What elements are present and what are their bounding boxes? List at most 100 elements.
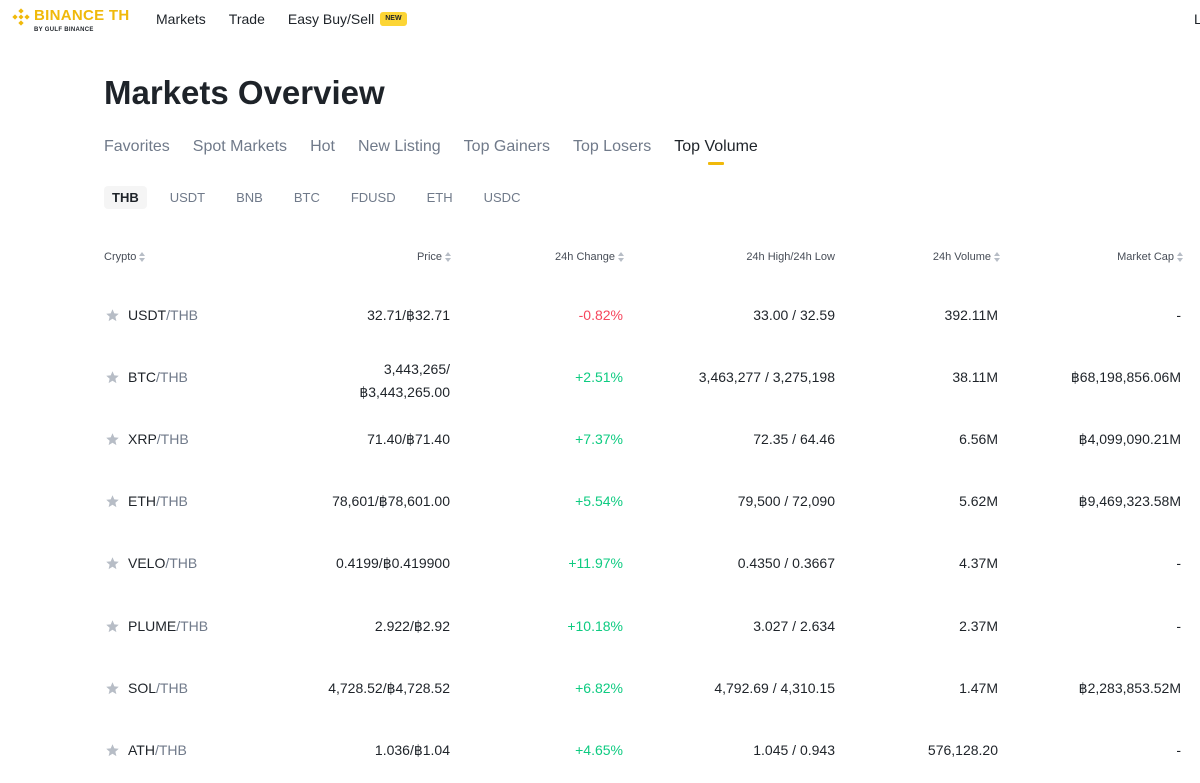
table-row[interactable]: ETH/THB 78,601/฿78,601.00 +5.54% 79,500 … bbox=[0, 470, 1200, 532]
nav-trade[interactable]: Trade bbox=[228, 11, 265, 27]
brand-subtitle: BY GULF BINANCE bbox=[34, 27, 94, 33]
change-cell: +7.37% bbox=[575, 431, 623, 447]
pair-cell[interactable]: VELO/THB bbox=[105, 555, 197, 571]
price-cell: 71.40/฿71.40 bbox=[367, 431, 450, 447]
sort-icon bbox=[618, 252, 624, 262]
change-cell: +2.51% bbox=[575, 369, 623, 385]
pair-cell[interactable]: ATH/THB bbox=[105, 742, 187, 758]
tab-spot-markets[interactable]: Spot Markets bbox=[192, 138, 288, 155]
quote-chip-eth[interactable]: ETH bbox=[426, 190, 453, 205]
change-cell: +5.54% bbox=[575, 493, 623, 509]
column-header-24h-change[interactable]: 24h Change bbox=[555, 251, 624, 263]
nav-markets[interactable]: Markets bbox=[156, 11, 206, 27]
volume-cell: 1.47M bbox=[959, 680, 998, 696]
base-asset: VELO bbox=[128, 555, 166, 571]
table-row[interactable]: XRP/THB 71.40/฿71.40 +7.37% 72.35 / 64.4… bbox=[0, 408, 1200, 470]
tab-favorites[interactable]: Favorites bbox=[104, 138, 170, 155]
top-navigation-bar: BINANCE TH BY GULF BINANCE Markets Trade… bbox=[0, 0, 1200, 40]
quote-chip-fdusd[interactable]: FDUSD bbox=[350, 190, 396, 205]
star-icon[interactable] bbox=[105, 432, 120, 447]
table-row[interactable]: PLUME/THB 2.922/฿2.92 +10.18% 3.027 / 2.… bbox=[0, 595, 1200, 657]
pair-cell[interactable]: USDT/THB bbox=[105, 307, 198, 323]
quote-asset: /THB bbox=[154, 742, 187, 758]
price-cell: 2.922/฿2.92 bbox=[374, 618, 450, 634]
column-header-price[interactable]: Price bbox=[417, 251, 451, 263]
table-row[interactable]: ATH/THB 1.036/฿1.04 +4.65% 1.045 / 0.943… bbox=[0, 719, 1200, 781]
tab-top-gainers[interactable]: Top Gainers bbox=[463, 138, 550, 155]
quote-chip-thb[interactable]: THB bbox=[104, 186, 147, 209]
change-cell: +4.65% bbox=[575, 742, 623, 758]
change-cell: +6.82% bbox=[575, 680, 623, 696]
market-cap-cell: - bbox=[1176, 555, 1181, 571]
quote-asset: /THB bbox=[176, 618, 209, 634]
star-icon[interactable] bbox=[105, 556, 120, 571]
volume-cell: 392.11M bbox=[944, 307, 998, 323]
column-header-market-cap-label: Market Cap bbox=[1117, 251, 1174, 263]
column-header-crypto[interactable]: Crypto bbox=[104, 251, 146, 263]
high-low-cell: 1.045 / 0.943 bbox=[753, 742, 835, 758]
market-cap-cell: ฿2,283,853.52M bbox=[1078, 680, 1181, 696]
price-cell: 4,728.52/฿4,728.52 bbox=[328, 680, 450, 696]
pair-cell[interactable]: BTC/THB bbox=[105, 369, 188, 385]
star-icon[interactable] bbox=[105, 494, 120, 509]
star-icon[interactable] bbox=[105, 681, 120, 696]
quote-chip-usdt[interactable]: USDT bbox=[169, 190, 206, 205]
table-row[interactable]: USDT/THB 32.71/฿32.71 -0.82% 33.00 / 32.… bbox=[0, 284, 1200, 346]
market-cap-cell: - bbox=[1176, 618, 1181, 634]
quote-chip-usdc[interactable]: USDC bbox=[483, 190, 521, 205]
tab-top-losers[interactable]: Top Losers bbox=[572, 138, 652, 155]
column-header-24h-volume[interactable]: 24h Volume bbox=[933, 251, 1000, 263]
quote-chip-btc[interactable]: BTC bbox=[293, 190, 320, 205]
table-row[interactable]: VELO/THB 0.4199/฿0.419900 +11.97% 0.4350… bbox=[0, 532, 1200, 594]
table-row[interactable]: SOL/THB 4,728.52/฿4,728.52 +6.82% 4,792.… bbox=[0, 657, 1200, 719]
quote-asset: /THB bbox=[156, 369, 188, 385]
star-icon[interactable] bbox=[105, 619, 120, 634]
pair-cell[interactable]: SOL/THB bbox=[105, 680, 188, 696]
market-cap-cell: - bbox=[1176, 742, 1181, 758]
main-nav: Markets Trade Easy Buy/Sell NEW bbox=[156, 11, 430, 27]
star-icon[interactable] bbox=[105, 308, 120, 323]
sort-icon bbox=[445, 252, 451, 262]
nav-easy-buy-sell-label: Easy Buy/Sell bbox=[287, 11, 375, 27]
tab-new-listing[interactable]: New Listing bbox=[357, 138, 441, 155]
volume-cell: 6.56M bbox=[959, 431, 998, 447]
table-row[interactable]: BTC/THB 3,443,265/ ฿3,443,265.00 +2.51% … bbox=[0, 346, 1200, 408]
column-header-price-label: Price bbox=[416, 251, 442, 263]
price-cell: 1.036/฿1.04 bbox=[374, 742, 450, 758]
sort-icon bbox=[994, 252, 1000, 262]
column-header-crypto-label: Crypto bbox=[104, 251, 137, 263]
binance-diamond-icon bbox=[12, 8, 30, 26]
nav-easy-buy-sell[interactable]: Easy Buy/Sell NEW bbox=[288, 11, 407, 27]
volume-cell: 5.62M bbox=[959, 493, 998, 509]
high-low-cell: 3.027 / 2.634 bbox=[753, 618, 835, 634]
change-cell: +11.97% bbox=[568, 555, 623, 571]
tab-top-volume[interactable]: Top Volume bbox=[674, 138, 758, 168]
base-asset: XRP bbox=[128, 431, 157, 447]
column-header-market-cap[interactable]: Market Cap bbox=[1117, 251, 1183, 263]
star-icon[interactable] bbox=[105, 743, 120, 758]
pair-cell[interactable]: XRP/THB bbox=[105, 431, 189, 447]
volume-cell: 4.37M bbox=[959, 555, 998, 571]
base-asset: SOL bbox=[128, 680, 157, 696]
change-cell: +10.18% bbox=[567, 618, 623, 634]
quote-asset: /THB bbox=[165, 555, 198, 571]
high-low-cell: 72.35 / 64.46 bbox=[753, 431, 835, 447]
base-asset: BTC bbox=[128, 369, 156, 385]
header-right-truncated-item[interactable]: L bbox=[1194, 11, 1200, 27]
market-tabs: Favorites Spot Markets Hot New Listing T… bbox=[104, 138, 781, 168]
column-header-24h-high-low: 24h High/24h Low bbox=[746, 251, 835, 263]
high-low-cell: 3,463,277 / 3,275,198 bbox=[698, 369, 835, 385]
price-cell: 3,443,265/ ฿3,443,265.00 bbox=[359, 358, 450, 404]
star-icon[interactable] bbox=[105, 370, 120, 385]
quote-asset: /THB bbox=[156, 680, 188, 696]
pair-cell[interactable]: ETH/THB bbox=[105, 493, 188, 509]
quote-chip-bnb[interactable]: BNB bbox=[236, 190, 263, 205]
brand-name: BINANCE TH bbox=[34, 7, 130, 24]
binance-th-logo[interactable]: BINANCE TH BY GULF BINANCE bbox=[12, 5, 142, 35]
market-cap-cell: ฿4,099,090.21M bbox=[1078, 431, 1181, 447]
pair-cell[interactable]: PLUME/THB bbox=[105, 618, 208, 634]
price-cell: 32.71/฿32.71 bbox=[367, 307, 450, 323]
tab-hot[interactable]: Hot bbox=[310, 138, 335, 155]
high-low-cell: 33.00 / 32.59 bbox=[753, 307, 835, 323]
high-low-cell: 79,500 / 72,090 bbox=[737, 493, 835, 509]
